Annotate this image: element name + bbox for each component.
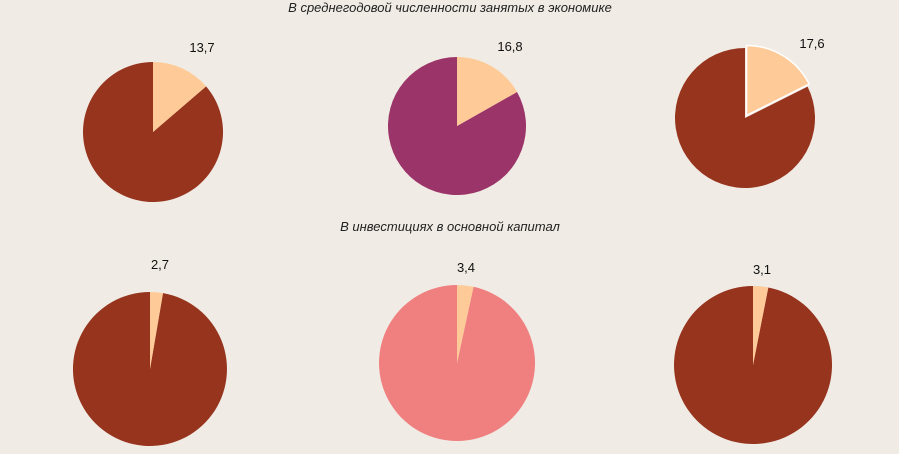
data-label-investment-1: 2,7 — [151, 257, 169, 272]
row-title-employment: В среднегодовой численности занятых в эк… — [288, 0, 612, 15]
pie-slice-highlight — [457, 57, 518, 126]
data-label-investment-2: 3,4 — [457, 260, 475, 275]
pie-slice-highlight — [753, 286, 769, 365]
data-label-employment-3: 17,6 — [799, 36, 824, 51]
pie-slice-highlight — [150, 292, 163, 369]
pie-slice-rest — [72, 292, 227, 446]
pie-slice-highlight — [745, 44, 811, 117]
pie-slice-highlight — [457, 285, 474, 363]
pie-slice-highlight — [153, 62, 207, 132]
pie-slice-rest — [83, 62, 224, 203]
data-label-investment-3: 3,1 — [753, 262, 771, 277]
pie-chart-employment-2 — [387, 57, 526, 195]
data-label-employment-1: 13,7 — [189, 40, 214, 55]
pie-chart-investment-2 — [379, 285, 536, 441]
pie-chart-investment-3 — [674, 286, 833, 444]
pie-slice-rest — [674, 286, 833, 444]
pie-slice-rest — [387, 57, 526, 195]
pie-chart-investment-1 — [72, 292, 227, 446]
pie-slice-rest — [675, 48, 816, 188]
pie-slice-rest — [379, 285, 536, 441]
data-label-employment-2: 16,8 — [497, 39, 522, 54]
row-title-investment: В инвестициях в основной капитал — [340, 219, 560, 234]
pie-chart-employment-3 — [675, 44, 816, 188]
pie-chart-employment-1 — [83, 62, 224, 203]
